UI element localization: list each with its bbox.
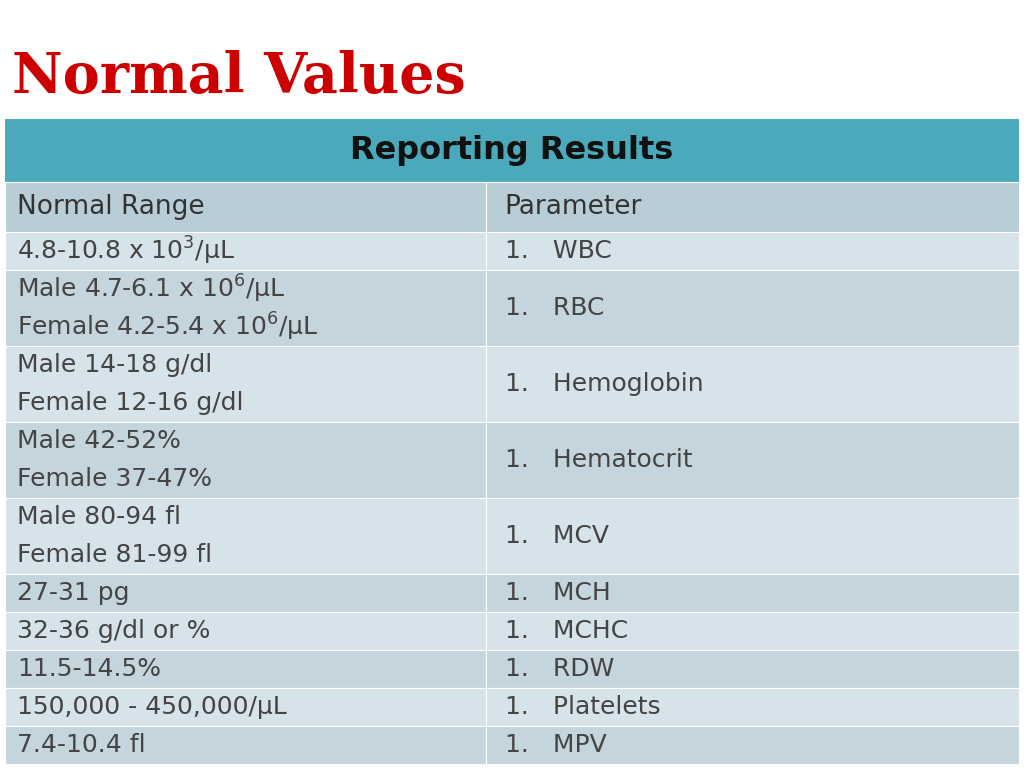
Text: 27-31 pg: 27-31 pg (17, 581, 130, 605)
Text: 7.4-10.4 fl: 7.4-10.4 fl (17, 733, 146, 757)
Bar (5, 119, 1019, 182)
Text: Reporting Results: Reporting Results (350, 135, 674, 166)
Text: Male 14-18 g/dl: Male 14-18 g/dl (17, 353, 213, 377)
Bar (486, 422, 1019, 498)
Text: 1.   MCH: 1. MCH (505, 581, 610, 605)
Text: 1.   Platelets: 1. Platelets (505, 695, 660, 719)
Text: 1.   RDW: 1. RDW (505, 657, 614, 681)
Bar (5, 182, 486, 232)
Bar (5, 574, 486, 612)
Bar (5, 650, 486, 688)
Text: 1.   MCV: 1. MCV (505, 524, 609, 548)
Bar (486, 688, 1019, 726)
Text: 11.5-14.5%: 11.5-14.5% (17, 657, 162, 681)
Text: Female 81-99 fl: Female 81-99 fl (17, 543, 213, 567)
Bar (5, 688, 486, 726)
Text: 4.8-10.8 x 10$^3$/μL: 4.8-10.8 x 10$^3$/μL (17, 235, 236, 267)
Text: 1.   Hematocrit: 1. Hematocrit (505, 448, 692, 472)
Text: 1.   WBC: 1. WBC (505, 239, 611, 263)
Bar (486, 726, 1019, 764)
Text: 1.   MPV: 1. MPV (505, 733, 606, 757)
Text: Female 4.2-5.4 x 10$^6$/μL: Female 4.2-5.4 x 10$^6$/μL (17, 311, 319, 343)
Text: Normal Range: Normal Range (17, 194, 205, 220)
Text: 150,000 - 450,000/μL: 150,000 - 450,000/μL (17, 695, 287, 719)
Text: 1.   MCHC: 1. MCHC (505, 619, 628, 643)
Bar (486, 346, 1019, 422)
Bar (5, 726, 486, 764)
Bar (486, 574, 1019, 612)
Text: 1.   Hemoglobin: 1. Hemoglobin (505, 372, 703, 396)
Text: 1.   RBC: 1. RBC (505, 296, 604, 320)
Text: Female 37-47%: Female 37-47% (17, 467, 212, 491)
Bar (486, 232, 1019, 270)
Text: Male 42-52%: Male 42-52% (17, 429, 181, 453)
Text: Male 80-94 fl: Male 80-94 fl (17, 505, 181, 529)
Bar (486, 498, 1019, 574)
Bar (5, 612, 486, 650)
Text: 32-36 g/dl or %: 32-36 g/dl or % (17, 619, 211, 643)
Bar (5, 498, 486, 574)
Bar (5, 422, 486, 498)
Text: Parameter: Parameter (505, 194, 642, 220)
Bar (486, 182, 1019, 232)
Bar (5, 270, 486, 346)
Bar (486, 612, 1019, 650)
Bar (5, 232, 486, 270)
Text: Male 4.7-6.1 x 10$^6$/μL: Male 4.7-6.1 x 10$^6$/μL (17, 273, 286, 305)
Text: Normal Values: Normal Values (12, 50, 466, 105)
Bar (486, 270, 1019, 346)
Text: Female 12-16 g/dl: Female 12-16 g/dl (17, 391, 244, 415)
Bar (5, 346, 486, 422)
Bar (486, 650, 1019, 688)
